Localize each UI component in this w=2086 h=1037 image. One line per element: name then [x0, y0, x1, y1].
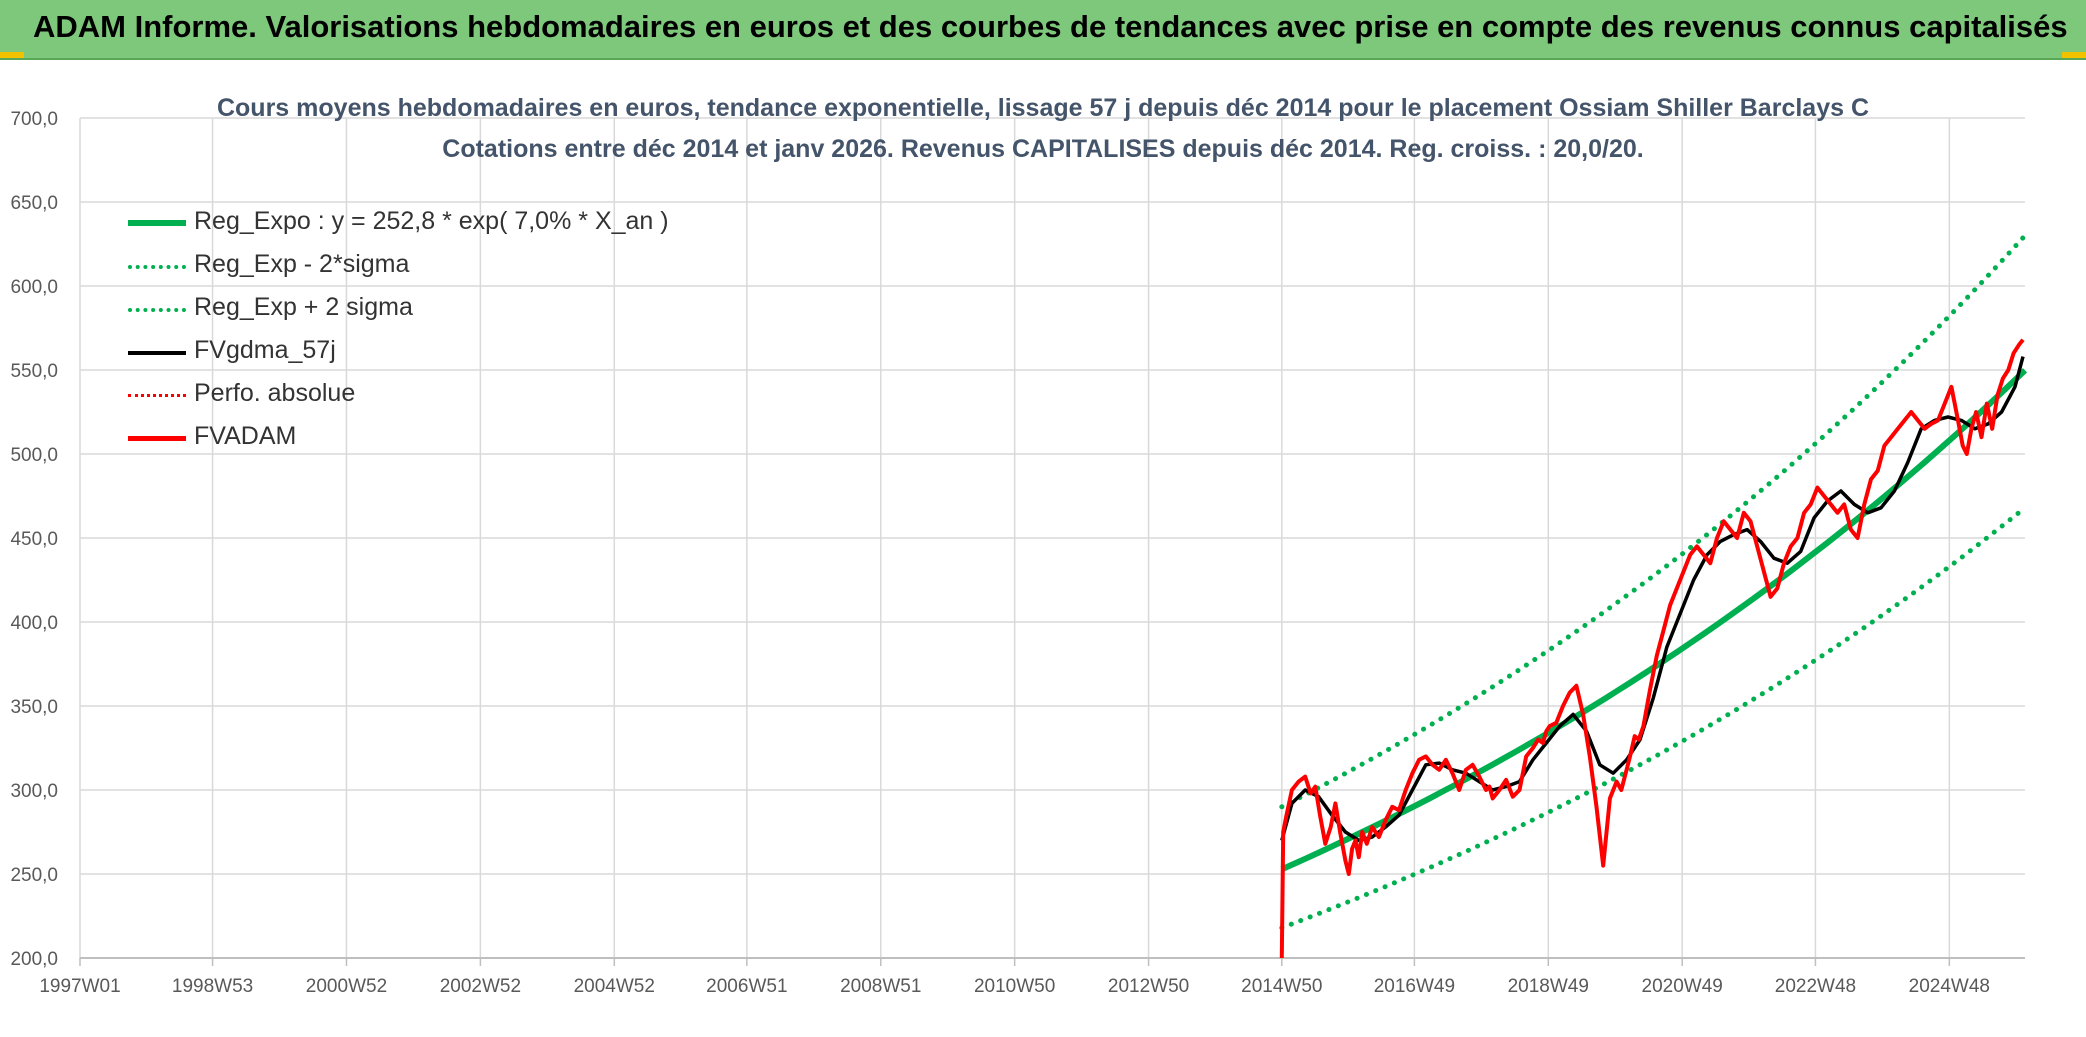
- legend-item-upper-band: Reg_Exp + 2 sigma: [120, 290, 720, 333]
- x-tick-label: 2006W51: [706, 976, 787, 997]
- y-tick-label: 550,0: [10, 361, 58, 382]
- legend-item-trend: Reg_Expo : y = 252,8 * exp( 7,0% * X_an …: [120, 204, 720, 247]
- corner-marker: [0, 52, 24, 58]
- y-tick-label: 300,0: [10, 781, 58, 802]
- y-tick-label: 700,0: [10, 109, 58, 130]
- y-tick-label: 200,0: [10, 949, 58, 970]
- x-tick-label: 2008W51: [840, 976, 921, 997]
- legend-label: Reg_Exp - 2*sigma: [194, 250, 410, 278]
- legend-label: FVADAM: [194, 422, 297, 450]
- x-tick-label: 2000W52: [306, 976, 387, 997]
- y-tick-label: 500,0: [10, 445, 58, 466]
- x-tick-label: 2004W52: [574, 976, 655, 997]
- x-tick-label: 1998W53: [172, 976, 253, 997]
- legend-swatch: [128, 436, 186, 441]
- x-tick-label: 2016W49: [1374, 976, 1455, 997]
- chart-title: Cours moyens hebdomadaires en euros, ten…: [0, 88, 2086, 170]
- series-lower-band: [1279, 505, 2028, 931]
- x-tick-label: 1997W01: [39, 976, 120, 997]
- legend-swatch: [128, 351, 186, 355]
- x-tick-label: 2012W50: [1108, 976, 1189, 997]
- chart-title-line1: Cours moyens hebdomadaires en euros, ten…: [216, 94, 1869, 122]
- legend-swatch: [128, 308, 186, 312]
- series-fvgdma_57j: [1280, 356, 2025, 843]
- report-title: ADAM Informe. Valorisations hebdomadaire…: [33, 9, 2068, 44]
- x-axis-ticks: 1997W01 1998W53 2000W52 2002W52 2004W52 2006W…: [39, 958, 1990, 997]
- y-axis-ticks: 200,0 250,0 300,0 350,0 400,0 450,0 500,0 550,0…: [10, 109, 58, 970]
- chart-grid: [79, 117, 2025, 959]
- legend-item-absolute: Perfo. absolue: [120, 376, 720, 419]
- legend-item-fvadam: FVADAM: [120, 419, 720, 462]
- y-tick-label: 450,0: [10, 529, 58, 550]
- y-tick-label: 650,0: [10, 193, 58, 214]
- series-upper-band: [1279, 233, 2028, 810]
- legend-swatch: [128, 394, 186, 397]
- series-fvadam: [1279, 338, 2025, 959]
- chart-title-line2: Cotations entre déc 2014 et janv 2026. R…: [442, 135, 1644, 163]
- chart-series: [1279, 233, 2028, 959]
- x-tick-label: 2020W49: [1642, 976, 1723, 997]
- y-tick-label: 400,0: [10, 613, 58, 634]
- legend-label: Reg_Expo : y = 252,8 * exp( 7,0% * X_an …: [194, 207, 669, 235]
- corner-marker: [2062, 52, 2086, 58]
- x-tick-label: 2002W52: [440, 976, 521, 997]
- x-tick-label: 2024W48: [1909, 976, 1990, 997]
- y-tick-label: 250,0: [10, 865, 58, 886]
- legend-swatch: [128, 265, 186, 269]
- legend-swatch: [128, 220, 186, 226]
- y-tick-label: 350,0: [10, 697, 58, 718]
- report-banner: ADAM Informe. Valorisations hebdomadaire…: [0, 0, 2086, 60]
- legend-label: Perfo. absolue: [194, 379, 356, 407]
- legend-label: FVgdma_57j: [194, 336, 336, 364]
- chart-legend: Reg_Expo : y = 252,8 * exp( 7,0% * X_an …: [120, 204, 720, 462]
- x-tick-label: 2010W50: [974, 976, 1055, 997]
- x-tick-label: 2018W49: [1508, 976, 1589, 997]
- legend-label: Reg_Exp + 2 sigma: [194, 293, 413, 321]
- x-tick-label: 2014W50: [1241, 976, 1322, 997]
- legend-item-lower-band: Reg_Exp - 2*sigma: [120, 247, 720, 290]
- y-tick-label: 600,0: [10, 277, 58, 298]
- legend-item-smoothed: FVgdma_57j: [120, 333, 720, 376]
- x-tick-label: 2022W48: [1775, 976, 1856, 997]
